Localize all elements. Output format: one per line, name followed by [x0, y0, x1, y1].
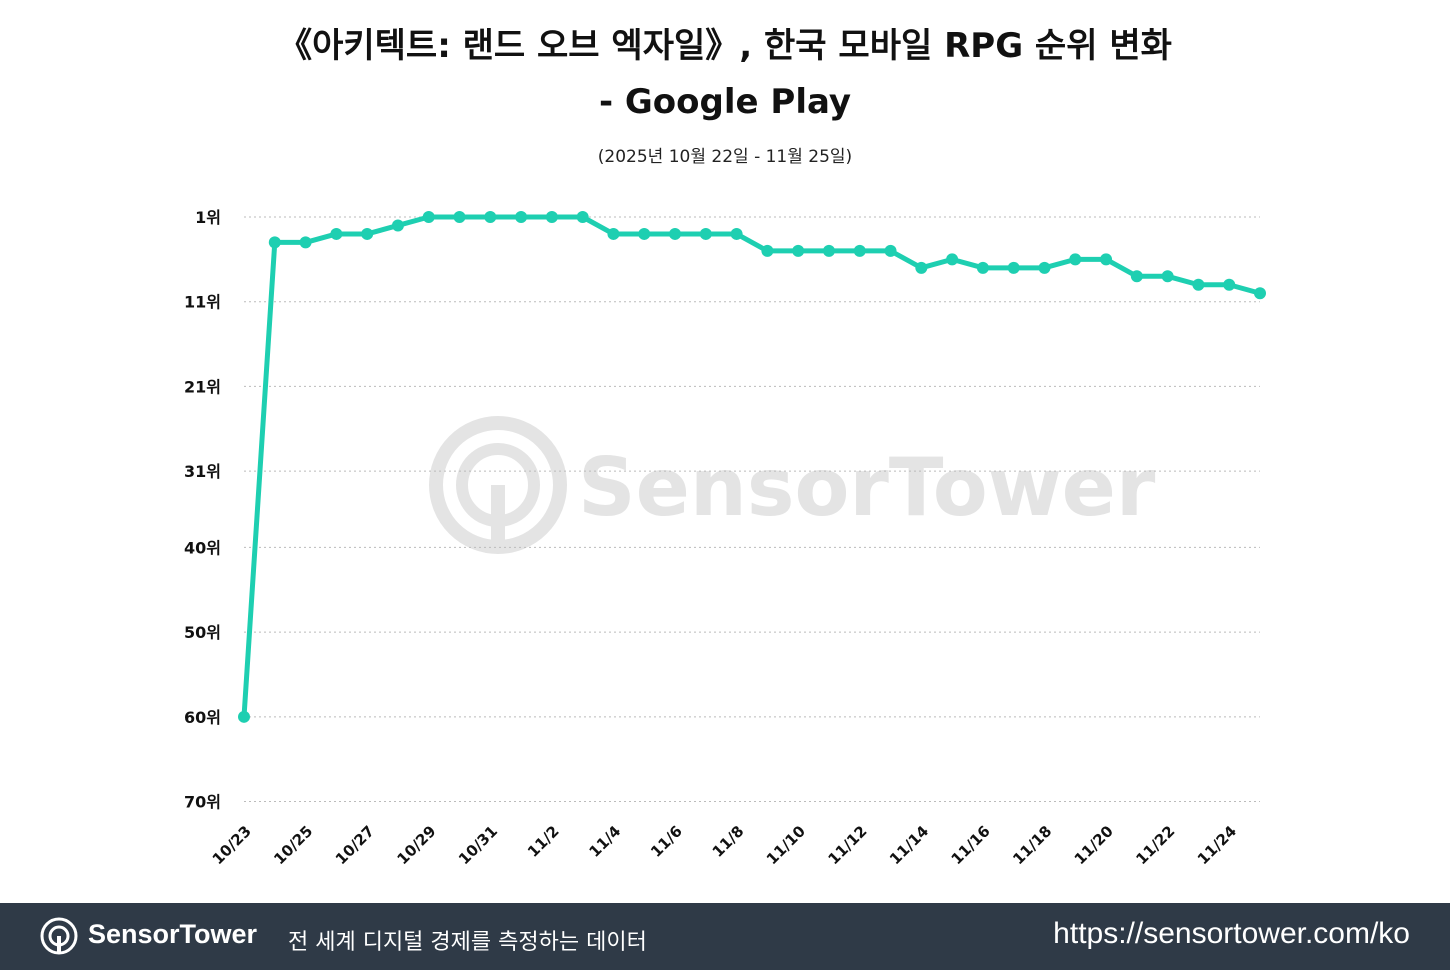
y-tick-label: 50위: [184, 623, 221, 642]
footer-tagline: 전 세계 디지털 경제를 측정하는 데이터: [288, 930, 647, 955]
x-tick-label: 11/18: [1009, 822, 1055, 868]
data-point: [669, 227, 682, 240]
y-tick-label: 1위: [195, 208, 221, 227]
y-axis-ticks: 1위 11위 21위 31위 40위 50위 60위 70위: [184, 208, 221, 812]
data-point: [453, 211, 466, 223]
data-point: [545, 211, 558, 223]
x-tick-label: 10/27: [332, 822, 378, 868]
y-tick-label: 31위: [184, 462, 221, 481]
x-tick-label: 11/6: [647, 822, 686, 861]
chart-title-line2: - Google Play: [598, 82, 852, 122]
watermark: SensorTower: [429, 416, 1156, 554]
data-point: [1254, 287, 1266, 300]
x-tick-label: 11/14: [886, 822, 932, 868]
data-point: [699, 227, 712, 240]
data-point: [1161, 270, 1174, 283]
data-point: [299, 236, 312, 249]
x-tick-label: 10/31: [455, 822, 501, 868]
data-point: [361, 227, 374, 240]
x-tick-label: 10/23: [209, 822, 255, 868]
x-axis-ticks: 10/23 10/25 10/27 10/29 10/31 11/2 11/4 11/6 11/…: [209, 822, 1240, 868]
data-point: [1038, 261, 1051, 274]
chart-subtitle: (2025년 10월 22일 - 11월 25일): [597, 147, 853, 167]
series-line: [241, 214, 1261, 717]
watermark-text: SensorTower: [578, 441, 1156, 534]
data-point: [884, 244, 897, 257]
x-tick-label: 11/10: [763, 822, 809, 868]
data-point: [607, 227, 620, 240]
data-point: [792, 244, 805, 257]
data-point: [638, 227, 651, 240]
x-tick-label: 11/22: [1132, 822, 1178, 868]
x-tick-label: 11/20: [1071, 822, 1117, 868]
x-tick-label: 11/16: [948, 822, 994, 868]
data-point: [822, 244, 835, 257]
x-tick-label: 10/29: [393, 822, 439, 868]
footer-bar: SensorTower 전 세계 디지털 경제를 측정하는 데이터 https:…: [0, 903, 1450, 970]
data-point: [238, 710, 250, 723]
data-point: [515, 211, 528, 223]
x-tick-label: 11/4: [586, 822, 625, 861]
data-point: [484, 211, 497, 223]
data-point: [976, 261, 989, 274]
data-point: [946, 253, 959, 266]
x-tick-label: 11/8: [709, 822, 748, 861]
y-tick-label: 21위: [184, 377, 221, 396]
grid-lines: [244, 216, 1260, 803]
data-point: [1130, 270, 1143, 283]
data-point: [915, 261, 928, 274]
data-point: [391, 219, 404, 232]
data-point: [268, 236, 281, 249]
sensortower-watermark-icon-stem: [491, 485, 505, 553]
rank-line-chart: SensorTower 1위 11위 21위 31위 40위 50위 60위 70위 10/2…: [184, 208, 1266, 868]
data-point: [1100, 253, 1113, 266]
footer-url-link[interactable]: https://sensortower.com/ko: [1053, 917, 1410, 950]
chart-title-line1: 《아키텍트: 랜드 오브 엑자일》, 한국 모바일 RPG 순위 변화: [278, 26, 1172, 66]
sensortower-logo-icon: [40, 917, 78, 955]
data-point: [853, 244, 866, 257]
data-point: [1007, 261, 1020, 274]
footer-logo-text: SensorTower: [88, 919, 258, 949]
y-tick-label: 60위: [184, 708, 221, 727]
x-tick-label: 11/2: [524, 822, 563, 861]
x-tick-label: 11/12: [824, 822, 870, 868]
data-point: [730, 227, 743, 240]
data-point: [576, 211, 589, 223]
data-point: [330, 227, 343, 240]
series-rank: [238, 211, 1266, 723]
data-point: [1192, 278, 1205, 291]
data-point: [1223, 278, 1236, 291]
x-tick-label: 11/24: [1194, 822, 1240, 868]
y-tick-label: 40위: [184, 538, 221, 557]
y-tick-label: 11위: [184, 293, 221, 312]
data-point: [1069, 253, 1082, 266]
data-point: [761, 244, 774, 257]
data-point: [422, 211, 435, 223]
y-tick-label: 70위: [184, 793, 221, 812]
x-tick-label: 10/25: [270, 822, 316, 868]
